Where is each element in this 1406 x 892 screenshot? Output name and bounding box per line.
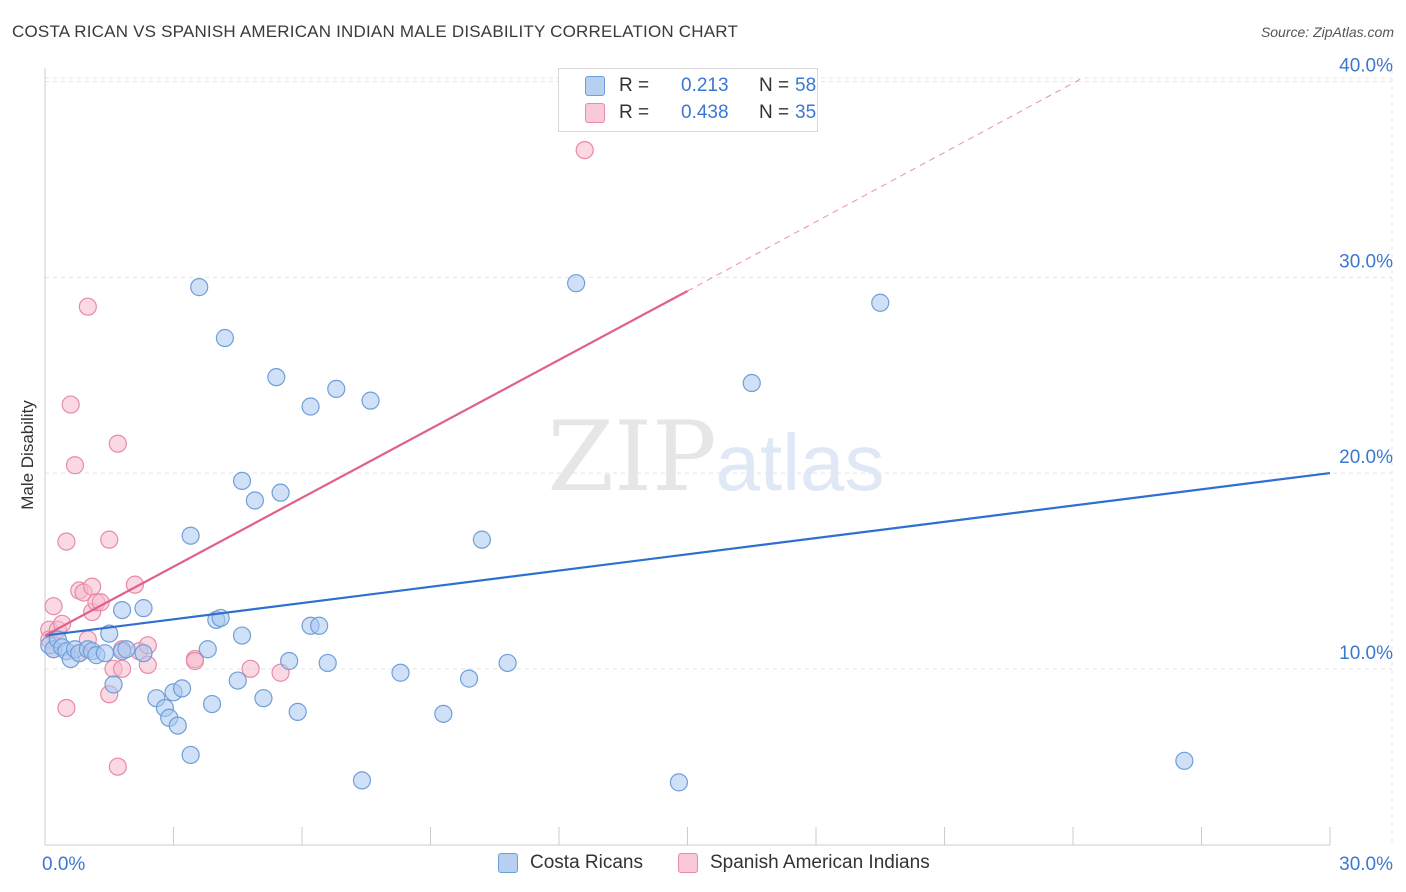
legend-n-label: N =: [759, 102, 790, 123]
costa-rican-point: [228, 671, 247, 690]
costa-rican-point: [567, 274, 586, 293]
bottom-legend-costa-ricans: Costa Ricans: [498, 852, 643, 874]
y-axis-title: Male Disability: [18, 400, 37, 510]
bottom-legend-swatch-blue: [498, 853, 518, 873]
costa-rican-point: [434, 704, 453, 723]
spanish-american-indians-points: [40, 140, 594, 776]
y-tick-label: 40.0%: [1339, 56, 1393, 77]
spanish-american-indian-point: [61, 395, 80, 414]
spanish-american-indian-point: [57, 698, 76, 718]
costa-rican-point: [232, 471, 252, 491]
spanish-american-indian-point: [185, 651, 205, 671]
spanish-american-indian-point: [44, 597, 63, 616]
costa-rican-point: [742, 373, 761, 393]
costa-rican-point: [871, 293, 890, 312]
legend-n-value: 58: [795, 75, 817, 96]
trend-lines: [44, 77, 1331, 637]
costa-rican-point: [391, 663, 410, 682]
costa-ricans-trend-line: [44, 471, 1331, 637]
costa-rican-point: [498, 653, 517, 673]
costa-rican-point: [202, 694, 222, 714]
costa-rican-point: [271, 483, 290, 502]
x-tick-label: 0.0%: [42, 854, 85, 875]
spanish-american-indian-point: [100, 530, 119, 549]
watermark: ZIP atlas: [547, 401, 884, 513]
spanish-american-indian-point: [78, 297, 97, 316]
spanish-american-indian-point: [83, 577, 102, 596]
bottom-legend-label: Spanish American Indians: [710, 852, 930, 873]
spanish-american-indian-point: [57, 532, 76, 551]
costa-rican-point: [134, 599, 153, 618]
costa-rican-point: [1175, 751, 1194, 770]
legend-box: R = 0.213 N = 58 R = 0.438 N = 35: [558, 68, 818, 132]
costa-rican-point: [352, 771, 372, 790]
costa-rican-point: [245, 491, 264, 510]
costa-rican-point: [318, 653, 337, 673]
costa-ricans-points: [40, 274, 1194, 792]
legend-r-label: R =: [619, 102, 650, 123]
costa-rican-point: [100, 624, 119, 643]
legend-n-value: 35: [795, 102, 817, 123]
legend-n-label: N =: [759, 75, 790, 96]
costa-rican-point: [215, 328, 234, 348]
costa-rican-point: [117, 640, 136, 659]
costa-rican-point: [181, 745, 200, 765]
costa-rican-point: [181, 526, 200, 545]
costa-rican-point: [310, 616, 329, 635]
costa-rican-point: [280, 651, 299, 671]
spanish-american-indian-point: [241, 659, 260, 678]
y-tick-label: 10.0%: [1339, 643, 1393, 664]
costa-rican-point: [361, 391, 380, 410]
costa-rican-point: [254, 689, 273, 708]
costa-rican-point: [669, 773, 689, 792]
costa-rican-point: [198, 640, 217, 659]
costa-rican-point: [172, 679, 192, 698]
costa-rican-point: [134, 644, 153, 663]
legend-swatch-pink: [585, 103, 605, 123]
legend-r-value: 0.438: [681, 102, 729, 123]
x-tick-label: 30.0%: [1339, 854, 1393, 875]
axis-layer: [44, 68, 1331, 846]
spanish-american-indian-point: [112, 659, 132, 678]
bottom-legend-spanish-american-indians: Spanish American Indians: [678, 852, 930, 874]
spanish-american-indian-point: [108, 757, 127, 776]
costa-rican-point: [267, 368, 286, 387]
spanish-american-indian-point: [575, 140, 594, 160]
costa-rican-point: [472, 530, 491, 549]
y-tick-label: 30.0%: [1339, 251, 1393, 272]
costa-rican-point: [327, 379, 346, 399]
costa-rican-point: [232, 626, 252, 645]
spanish-american-indian-point: [65, 456, 85, 475]
chart-title: COSTA RICAN VS SPANISH AMERICAN INDIAN M…: [12, 22, 739, 41]
costa-rican-point: [168, 716, 187, 735]
costa-rican-point: [104, 675, 123, 694]
costa-rican-point: [112, 600, 132, 620]
costa-rican-point: [288, 702, 307, 721]
spanish-american-indian-point: [108, 434, 127, 453]
bottom-legend-label: Costa Ricans: [530, 852, 643, 873]
watermark-zip: ZIP: [547, 401, 716, 513]
costa-rican-point: [95, 644, 115, 663]
legend-r-value: 0.213: [681, 75, 729, 96]
bottom-legend-swatch-pink: [678, 853, 698, 873]
watermark-atlas: atlas: [716, 418, 885, 507]
grid-layer: [45, 62, 1393, 845]
costa-rican-point: [190, 278, 209, 297]
legend-swatch-blue: [585, 76, 605, 96]
spanish-american-indians-trend-line: [44, 290, 689, 637]
y-tick-label: 20.0%: [1339, 447, 1393, 468]
legend-r-label: R =: [619, 75, 650, 96]
tick-labels: 10.0% 20.0% 30.0% 40.0% 0.0% 30.0%: [42, 56, 1393, 875]
costa-rican-point: [301, 397, 320, 416]
spanish-american-indians-trend-extension: [687, 77, 1083, 292]
source-label: Source: ZipAtlas.com: [1260, 24, 1394, 40]
costa-rican-point: [459, 669, 479, 688]
